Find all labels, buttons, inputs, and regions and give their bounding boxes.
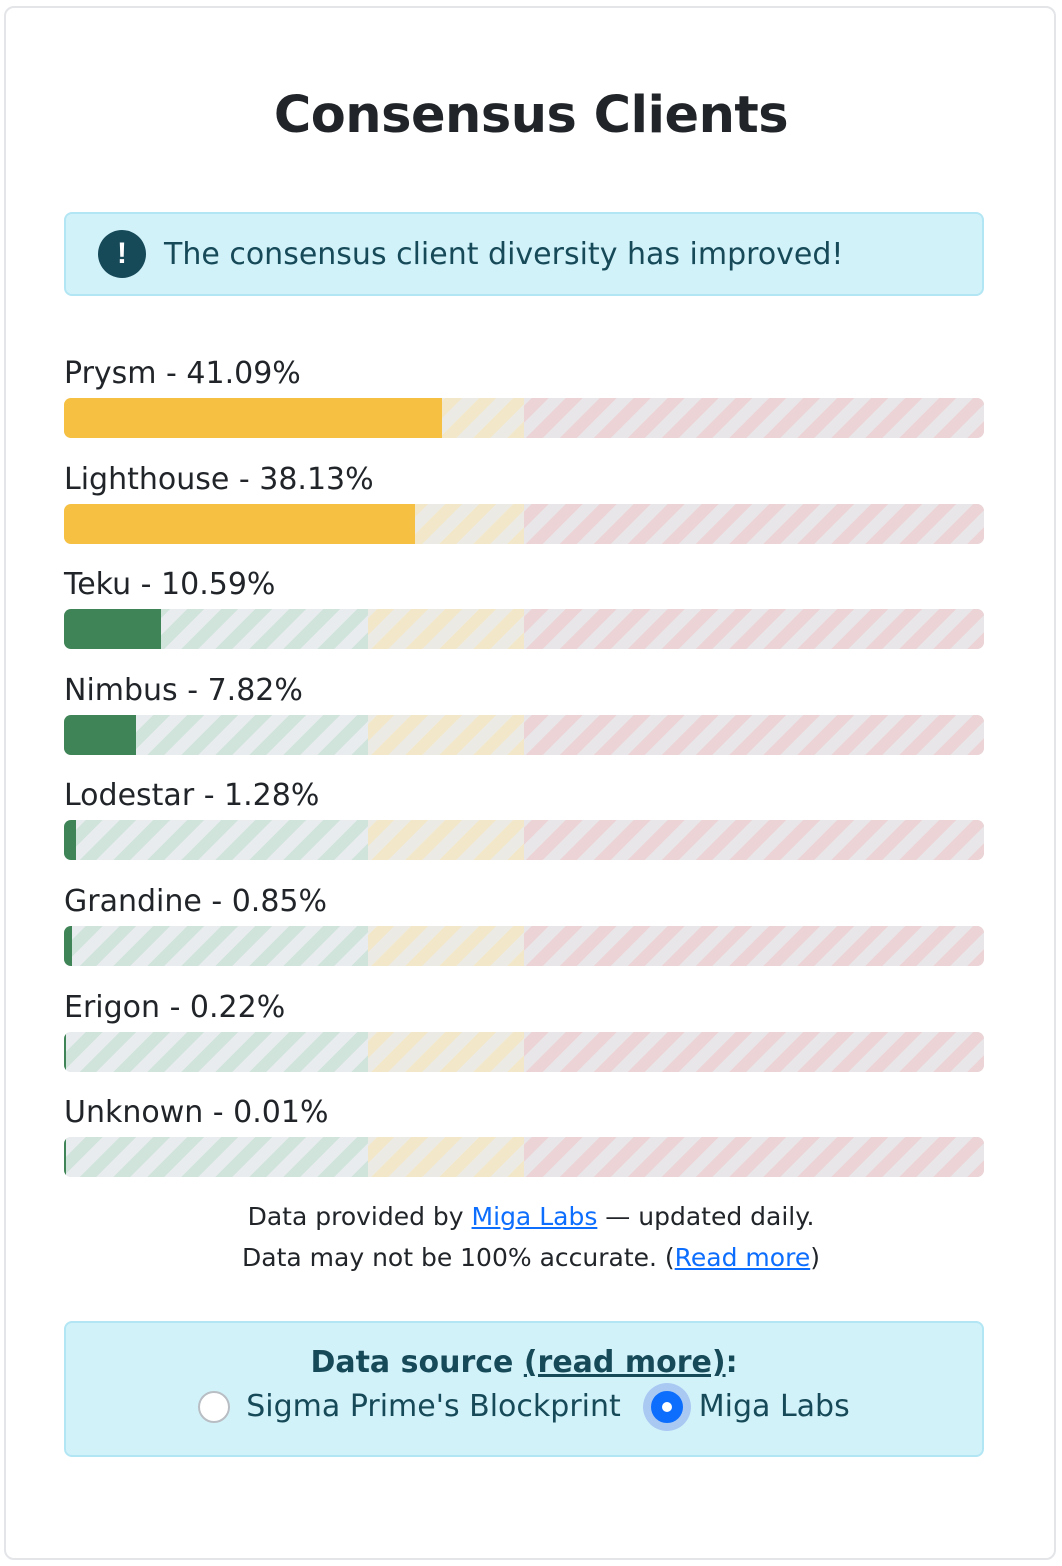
zone-green-band [64,820,368,861]
client-share-bar [64,609,984,650]
miga-labs-link[interactable]: Miga Labs [471,1202,598,1231]
zone-yellow-band [367,714,524,755]
accuracy-note: Data may not be 100% accurate. (Read mor… [0,1237,1062,1278]
client-row: Erigon - 0.22% [64,990,984,1072]
zone-green-band [64,926,368,966]
zone-yellow-band [367,1137,524,1178]
client-label: Teku - 10.59% [64,567,276,603]
zone-red-band [524,714,984,755]
zone-green-band [64,1137,368,1178]
data-provider-note: Data provided by Miga Labs — updated dai… [0,1196,1062,1237]
client-share-bar [64,1031,984,1072]
client-label: Lodestar - 1.28% [64,778,320,814]
accuracy-suffix: ) [810,1243,820,1272]
client-row: Teku - 10.59% [64,567,984,650]
accuracy-prefix: Data may not be 100% accurate. ( [242,1243,675,1272]
zone-yellow-band [367,1031,524,1072]
zone-yellow-band [367,926,524,966]
option-blockprint[interactable]: Sigma Prime's Blockprint [198,1389,621,1424]
exclamation-icon: ! [98,230,146,278]
zone-red-band [524,1031,984,1072]
read-more-link[interactable]: Read more [674,1243,811,1272]
client-label: Lighthouse - 38.13% [64,461,374,497]
data-source-panel: Data source (read more): Sigma Prime's B… [64,1321,984,1457]
client-share-bar [64,503,984,544]
zone-red-band [524,1137,984,1178]
client-row: Grandine - 0.85% [64,884,984,966]
client-share-bar [64,820,984,861]
zone-red-band [524,398,984,438]
radio-blockprint[interactable] [198,1390,231,1423]
client-share-fill [64,609,162,650]
client-label: Erigon - 0.22% [64,989,286,1025]
alert-message: The consensus client diversity has impro… [164,236,844,272]
client-share-fill [64,398,443,438]
client-row: Lighthouse - 38.13% [64,462,984,544]
page-title: Consensus Clients [273,86,789,145]
client-share-bar [64,1137,984,1178]
provider-suffix: — updated daily. [597,1202,815,1231]
client-share-bar [64,714,984,755]
zone-red-band [524,503,984,544]
client-share-fill [64,714,136,755]
client-row: Prysm - 41.09% [64,356,984,438]
client-row: Nimbus - 7.82% [64,673,984,755]
client-row: Lodestar - 1.28% [64,778,984,861]
zone-green-band [64,1031,368,1072]
client-share-bar [64,926,984,966]
zone-red-band [524,926,984,966]
source-title-prefix: Data source [310,1345,524,1380]
client-share-fill [64,1031,67,1072]
source-title-suffix: : [725,1345,738,1380]
source-read-more-link[interactable]: (read more) [523,1345,726,1380]
data-source-options: Sigma Prime's Blockprint Miga Labs [66,1389,982,1424]
zone-yellow-band [367,820,524,861]
client-share-bar [64,398,984,438]
option-blockprint-label: Sigma Prime's Blockprint [246,1389,621,1424]
client-share-fill [64,1137,66,1178]
zone-red-band [524,609,984,650]
client-share-fill [64,503,415,544]
client-label: Prysm - 41.09% [64,356,301,391]
provider-prefix: Data provided by [247,1202,472,1231]
diversity-alert: ! The consensus client diversity has imp… [64,212,984,296]
data-source-title: Data source (read more): [66,1345,982,1380]
option-miga-labs-label: Miga Labs [698,1389,850,1424]
client-label: Unknown - 0.01% [64,1095,329,1131]
zone-red-band [524,820,984,861]
zone-yellow-band [367,609,524,650]
client-share-fill [64,820,76,861]
client-share-fill [64,926,72,966]
radio-miga-labs[interactable] [650,1390,683,1423]
client-label: Grandine - 0.85% [64,884,328,919]
client-label: Nimbus - 7.82% [64,672,303,708]
client-row: Unknown - 0.01% [64,1095,984,1178]
option-miga-labs[interactable]: Miga Labs [650,1389,850,1424]
